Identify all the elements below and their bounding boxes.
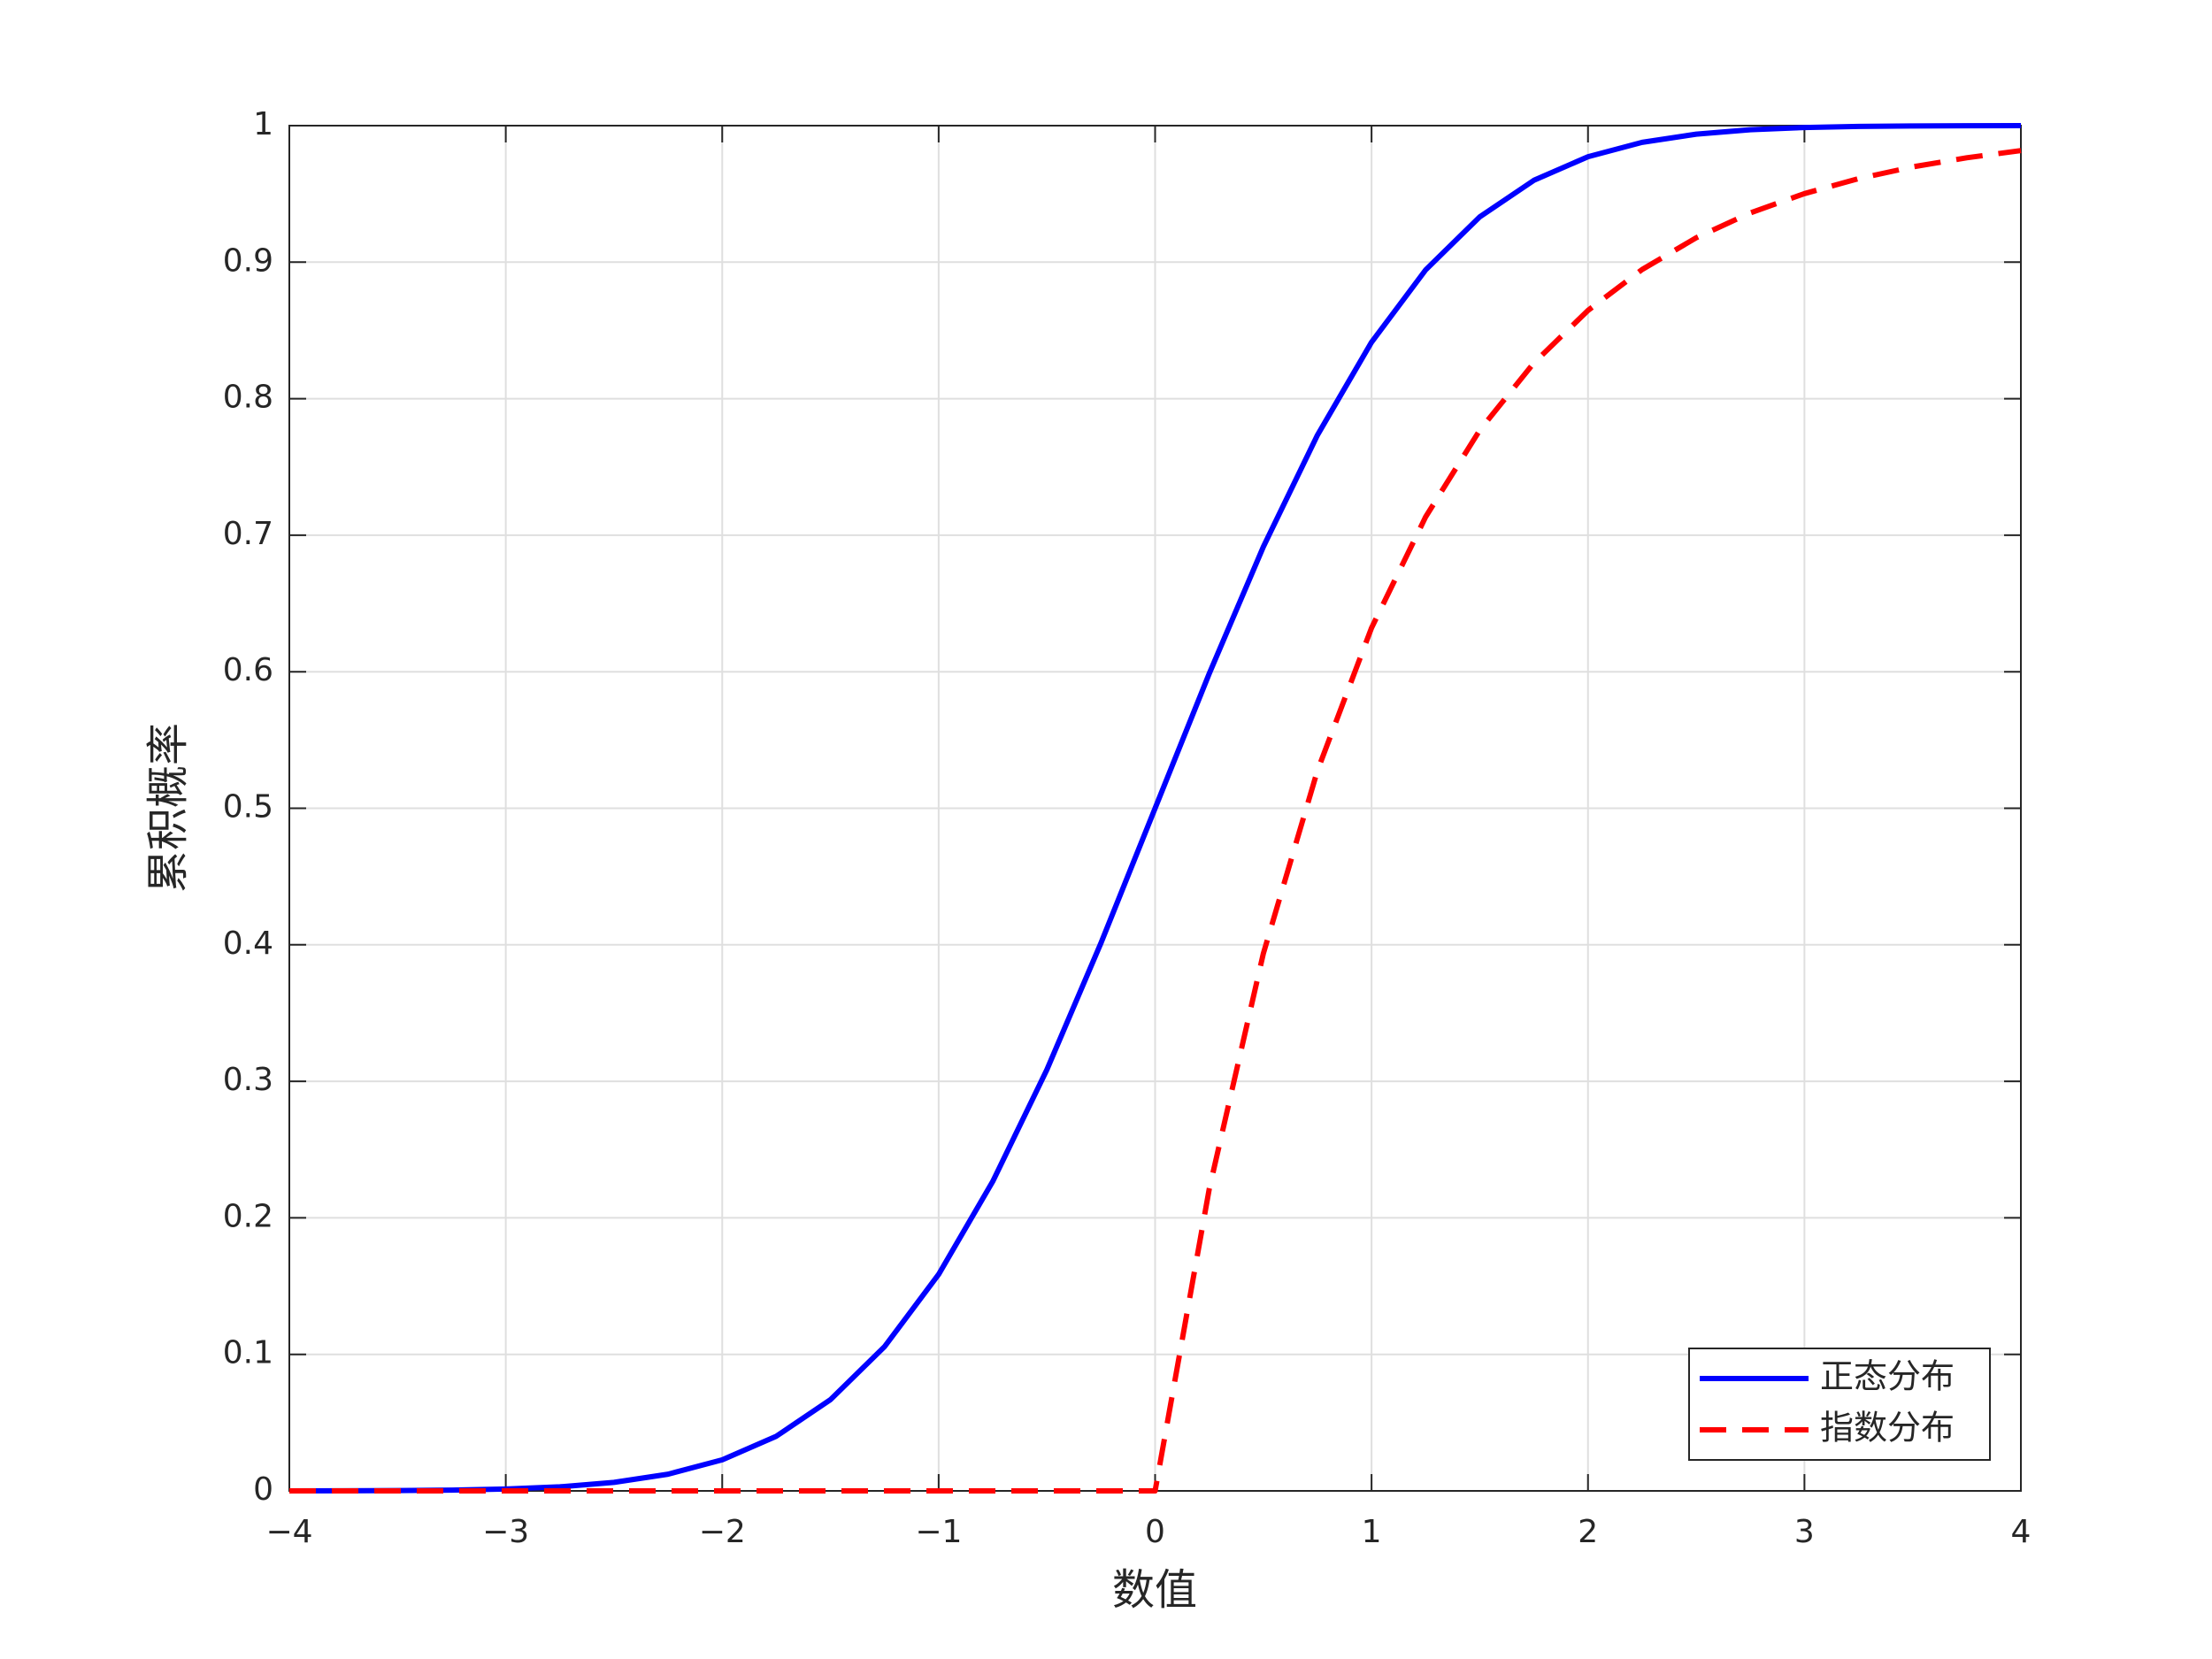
data-line bbox=[289, 148, 2022, 1494]
y-tick-label: 0.2 bbox=[223, 1198, 273, 1234]
y-tick-label: 0.1 bbox=[223, 1335, 273, 1371]
legend-label: 指数分布 bbox=[1820, 1409, 1955, 1448]
x-tick-label: −1 bbox=[915, 1514, 962, 1550]
x-tick-label: 3 bbox=[1794, 1514, 1815, 1550]
y-tick-label: 0.8 bbox=[223, 380, 273, 416]
y-tick-label: 0.6 bbox=[223, 652, 273, 688]
data-line bbox=[288, 123, 2022, 1494]
x-tick-label: −3 bbox=[482, 1514, 529, 1550]
legend-box bbox=[1688, 1348, 1991, 1461]
y-tick-label: 0.5 bbox=[223, 789, 273, 826]
y-tick-label: 0 bbox=[253, 1471, 273, 1508]
x-tick-label: 1 bbox=[1362, 1514, 1382, 1550]
y-tick-label: 0.4 bbox=[223, 926, 273, 962]
x-tick-label: −4 bbox=[265, 1514, 312, 1550]
x-tick-label: 4 bbox=[2011, 1514, 2032, 1550]
x-tick-label: 0 bbox=[1145, 1514, 1165, 1550]
y-tick-label: 0.9 bbox=[223, 242, 273, 279]
legend-label: 正态分布 bbox=[1820, 1357, 1955, 1396]
y-tick-label: 1 bbox=[253, 106, 273, 142]
y-tick-label: 0.3 bbox=[223, 1062, 273, 1098]
y-tick-label: 0.7 bbox=[223, 516, 273, 552]
x-axis-label: 数值 bbox=[1112, 1565, 1197, 1615]
y-axis-label: 累积概率 bbox=[143, 723, 193, 893]
x-tick-label: 2 bbox=[1578, 1514, 1598, 1550]
x-tick-label: −2 bbox=[699, 1514, 746, 1550]
